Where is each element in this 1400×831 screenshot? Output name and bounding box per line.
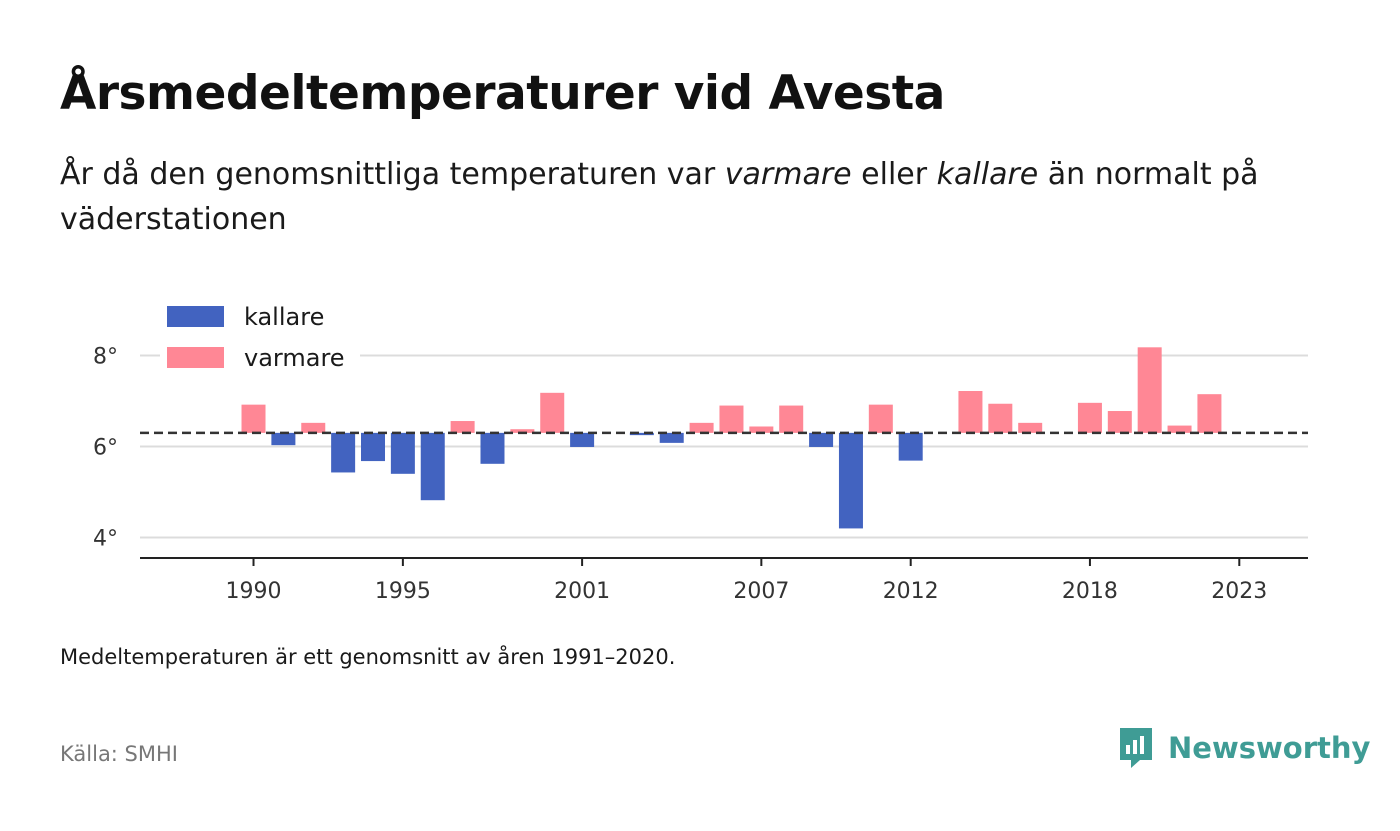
subtitle-part1: År då den genomsnittliga temperaturen va… bbox=[60, 157, 725, 192]
bar-varmare bbox=[241, 404, 266, 433]
x-tick-label: 2007 bbox=[733, 579, 789, 604]
bar-chart: 1990 1995 2001 2007 2012 2018 2023 4° 6° 8° kall… bbox=[93, 296, 1308, 604]
y-axis-labels: 4° 6° 8° bbox=[93, 345, 118, 552]
grid-lines bbox=[140, 354, 1308, 539]
bar-kallare bbox=[570, 432, 595, 447]
bar-kallare bbox=[420, 432, 445, 501]
bar-varmare bbox=[1167, 425, 1192, 433]
newsworthy-brand: Newsworthy bbox=[1118, 726, 1370, 770]
x-axis: 1990 1995 2001 2007 2012 2018 2023 bbox=[140, 557, 1308, 604]
bar-varmare bbox=[1197, 394, 1222, 433]
legend-label-varmare: varmare bbox=[244, 344, 345, 372]
bar-varmare bbox=[719, 405, 744, 433]
newsworthy-logo-icon bbox=[1120, 728, 1152, 768]
chart-title: Årsmedeltemperaturer vid Avesta bbox=[60, 66, 945, 121]
x-tick-label: 2023 bbox=[1211, 579, 1267, 604]
bar-varmare bbox=[988, 403, 1013, 433]
legend-label-kallare: kallare bbox=[244, 303, 324, 331]
subtitle-part2: eller bbox=[851, 157, 937, 192]
bar-kallare bbox=[659, 432, 684, 443]
bar-varmare bbox=[1137, 347, 1162, 433]
x-tick-label: 2001 bbox=[554, 579, 610, 604]
bar-kallare bbox=[480, 432, 505, 464]
legend: kallare varmare bbox=[160, 296, 360, 382]
y-tick-label: 4° bbox=[93, 527, 118, 552]
bar-kallare bbox=[361, 432, 386, 462]
bar-kallare bbox=[390, 432, 415, 474]
x-tick-label: 1990 bbox=[226, 579, 282, 604]
x-tick-label: 1995 bbox=[375, 579, 431, 604]
footnote: Medeltemperaturen är ett genomsnitt av å… bbox=[60, 645, 676, 669]
subtitle-part3: än normalt på väderstationen bbox=[60, 157, 1259, 237]
bar-kallare bbox=[271, 432, 296, 446]
bar-varmare bbox=[958, 390, 983, 433]
bar-varmare bbox=[540, 392, 565, 433]
legend-swatch-kallare bbox=[167, 306, 224, 327]
bar-varmare bbox=[689, 422, 714, 433]
brand-name: Newsworthy bbox=[1168, 731, 1371, 765]
bar-varmare bbox=[1018, 422, 1043, 433]
bar-varmare bbox=[868, 404, 893, 433]
bar-varmare bbox=[779, 405, 804, 433]
bars bbox=[241, 347, 1222, 529]
bar-kallare bbox=[898, 432, 923, 461]
source-label: Källa: SMHI bbox=[60, 742, 178, 766]
y-tick-label: 6° bbox=[93, 436, 118, 461]
bar-varmare bbox=[1077, 402, 1102, 433]
bar-varmare bbox=[1107, 411, 1132, 433]
bar-kallare bbox=[809, 432, 834, 447]
x-tick-label: 2018 bbox=[1062, 579, 1118, 604]
chart-subtitle: År då den genomsnittliga temperaturen va… bbox=[60, 152, 1350, 242]
bar-kallare bbox=[838, 432, 863, 529]
x-tick-label: 2012 bbox=[883, 579, 939, 604]
bar-varmare bbox=[301, 422, 326, 433]
bar-kallare bbox=[331, 432, 356, 473]
bar-kallare bbox=[629, 432, 654, 436]
subtitle-warmer: varmare bbox=[724, 157, 852, 192]
bar-varmare bbox=[749, 426, 774, 433]
subtitle-colder: kallare bbox=[936, 157, 1039, 192]
legend-swatch-varmare bbox=[167, 347, 224, 368]
bar-varmare bbox=[510, 429, 535, 433]
bar-varmare bbox=[450, 421, 475, 433]
y-tick-label: 8° bbox=[93, 345, 118, 370]
